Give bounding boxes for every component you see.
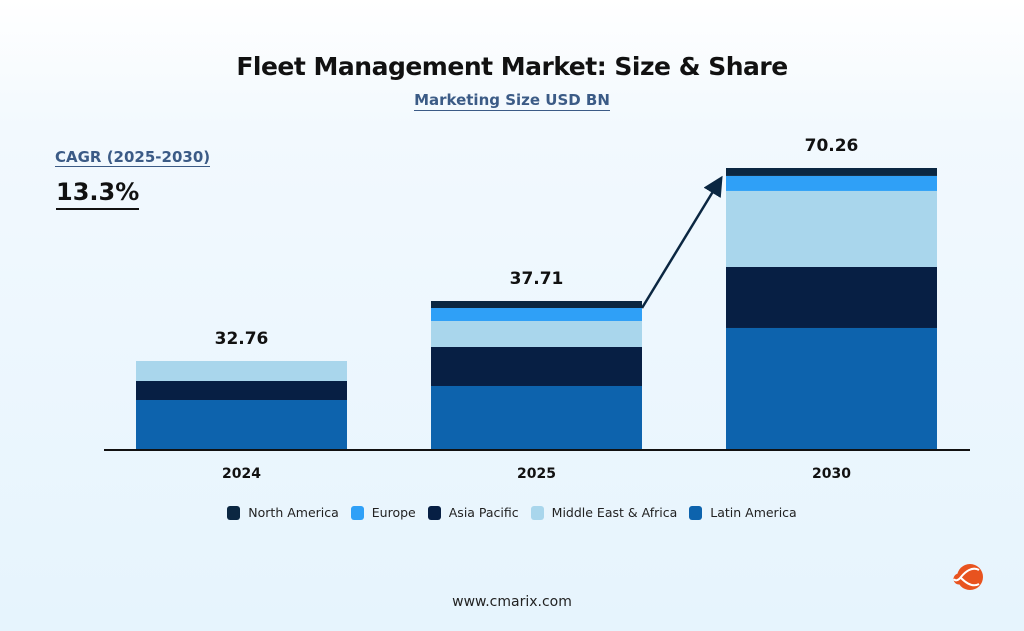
x-tick-label-2024: 2024 [222,466,261,482]
legend-item: Latin America [689,505,797,520]
bar-segment-latin-america-2025 [431,385,642,450]
total-label-2030: 70.26 [805,136,859,156]
cagr-arrow [640,175,723,309]
cagr-label: CAGR (2025-2030) [55,148,211,167]
legend-item: Middle East & Africa [530,505,678,520]
bar-segment-middle-east-africa-2025 [431,320,642,347]
legend-swatch [227,505,241,520]
total-label-2025: 37.71 [510,269,564,289]
legend-item: North America [227,505,339,520]
bar-segment-asia-pacific-2025 [431,346,642,386]
legend-swatch [689,505,703,520]
chart-subtitle: Marketing Size USD BN [0,91,1024,111]
bar-segment-north-america-2030 [726,168,937,176]
bar-segment-asia-pacific-2030 [726,266,937,328]
bar-segment-middle-east-africa-2030 [726,190,937,267]
bar-segment-latin-america-2030 [726,327,937,450]
chart-title: Fleet Management Market: Size & Share [236,52,788,81]
legend-label: Middle East & Africa [551,505,678,520]
bar-segment-middle-east-africa-2024 [136,361,347,381]
bar-chart: 32.76 2024 37.71 2025 70.26 2030 [104,136,970,482]
legend-label: Asia Pacific [448,505,519,520]
legend-swatch [427,505,441,520]
bar-segment-north-america-2025 [431,301,642,308]
footer-url[interactable]: www.cmarix.com [452,594,572,610]
cagr-value: 13.3% [56,178,140,210]
bar-segment-europe-2025 [431,307,642,321]
bar-segment-europe-2030 [726,175,937,191]
legend-label: Latin America [710,505,797,520]
x-tick-label-2025: 2025 [517,466,556,482]
legend-swatch [350,505,364,520]
legend-label: Europe [371,505,416,520]
legend-item: Asia Pacific [427,505,519,520]
total-label-2024: 32.76 [215,329,269,349]
x-tick-label-2030: 2030 [812,466,851,482]
cmarix-logo-icon [953,564,983,590]
legend-item: Europe [350,505,416,520]
bar-segment-asia-pacific-2024 [136,380,347,401]
legend-swatch [530,505,544,520]
legend-label: North America [248,505,339,520]
subtitle-text: Marketing Size USD BN [414,91,610,111]
bar-segment-latin-america-2024 [136,400,347,450]
legend: North America Europe Asia Pacific Middle Ea… [0,505,1024,520]
